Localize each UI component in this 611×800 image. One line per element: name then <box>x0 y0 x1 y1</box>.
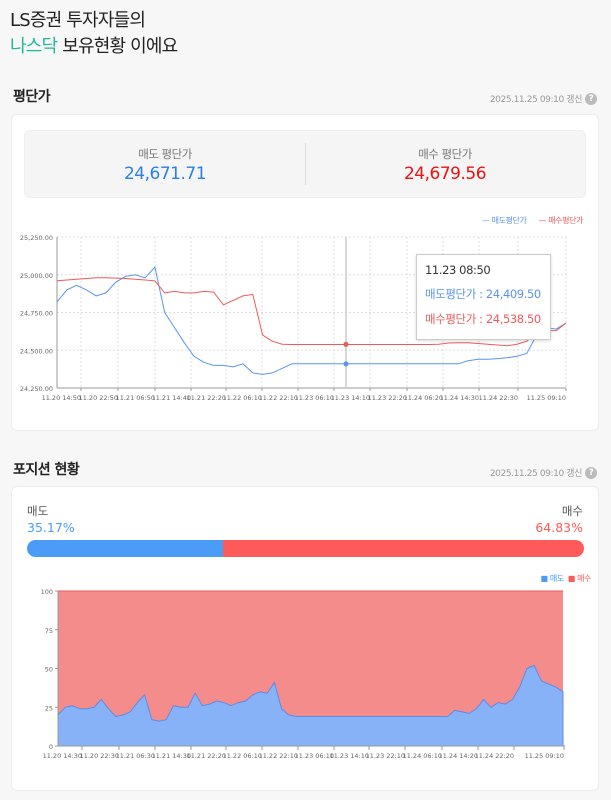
legend-buy[interactable]: ■ 매수 <box>567 574 592 583</box>
summary-divider <box>305 143 306 185</box>
x-tick-label: 11.23 14:10 <box>331 394 370 402</box>
x-tick-label: 11.23 06:10 <box>295 394 334 402</box>
legend-buy-label: 매수평단가 <box>548 216 583 225</box>
y-tick-label: 24,750.00 <box>20 310 53 318</box>
legend-sell-label: 매도 <box>549 574 564 583</box>
x-tick-label: 11.24 06:20 <box>404 394 443 402</box>
buy-avg-line <box>56 277 567 347</box>
section-title-position: 포지션 현황 <box>13 462 80 478</box>
question-circle-icon[interactable]: ? <box>585 92 597 105</box>
y-tick-label: 24,250.00 <box>20 385 53 393</box>
legend-buy-label: 매수 <box>577 574 591 583</box>
tooltip-buy: 매수평단가 : 24,538.50 <box>425 312 541 326</box>
x-tick-label: 11.20 22:50 <box>79 394 118 402</box>
x-tick-label: 11.22 06:10 <box>223 394 262 402</box>
x-tick-label: 11.20 14:50 <box>42 394 81 402</box>
x-tick-label: 11.21 06:50 <box>116 394 155 402</box>
sell-ratio-fill <box>27 540 223 557</box>
buy-ratio-fill <box>222 540 584 557</box>
x-tick-label: 11.24 22:30 <box>479 394 518 402</box>
legend-sell[interactable]: ■ 매도 <box>540 574 565 583</box>
highlight-point-sell <box>343 361 349 367</box>
x-tick-label: 11.22 22:10 <box>259 394 298 402</box>
position-card <box>11 486 599 791</box>
x-tick-label: 11.25 09:10 <box>527 394 566 402</box>
sell-avg-label: 매도 평단가 <box>138 147 192 161</box>
y-tick-label: 24,500.00 <box>20 347 53 355</box>
highlight-point-buy <box>343 341 349 347</box>
avg-updated: 2025.11.25 09:10 갱신? <box>490 92 597 105</box>
buy-avg-value: 24,679.56 <box>403 164 487 184</box>
title-rest: 보유현황 이에요 <box>57 36 178 57</box>
sell-label: 매도 <box>27 504 49 518</box>
page-title-line2: 나스닥 보유현황 이에요 <box>10 32 178 58</box>
question-circle-icon[interactable]: ? <box>585 466 597 479</box>
page-title-line1: LS증권 투자자들의 <box>10 10 146 31</box>
market-name: 나스닥 <box>10 36 58 57</box>
section-title-avg: 평단가 <box>13 89 51 105</box>
x-tick-label: 11.24 14:30 <box>440 394 479 402</box>
legend-buy[interactable]: — 매수평단가 <box>538 216 583 225</box>
y-tick-label: 25,250.00 <box>20 234 53 242</box>
y-tick-label: 25,000.00 <box>20 272 53 280</box>
x-tick-label: 11.21 14:40 <box>152 394 191 402</box>
buy-avg-label: 매수 평단가 <box>418 147 472 161</box>
sell-avg-value: 24,671.71 <box>123 164 207 184</box>
x-tick-label: 11.21 22:20 <box>187 394 226 402</box>
avg-chart-legend: — 매도평단가 — 매수평단가 <box>481 215 584 226</box>
tooltip-sell: 매도평단가 : 24,409.50 <box>425 287 541 301</box>
sell-pct: 35.17% <box>27 520 75 535</box>
position-chart-legend: ■ 매도 ■ 매수 <box>540 573 592 584</box>
updated-time: 2025.11.25 09:10 갱신 <box>489 469 583 479</box>
x-tick-label: 11.23 22:20 <box>368 394 407 402</box>
tooltip-time: 11.23 08:50 <box>425 263 491 277</box>
legend-sell[interactable]: — 매도평단가 <box>481 216 527 225</box>
position-updated: 2025.11.25 09:10 갱신? <box>490 466 597 479</box>
chart-tooltip: 11.23 08:50 매도평단가 : 24,409.50 매수평단가 : 24… <box>416 254 551 340</box>
sell-avg-line <box>56 266 567 375</box>
buy-label: 매수 <box>561 504 583 518</box>
legend-sell-label: 매도평단가 <box>491 216 527 225</box>
position-ratio-bar <box>27 540 584 557</box>
buy-pct: 64.83% <box>535 520 583 535</box>
updated-time: 2025.11.25 09:10 갱신 <box>489 95 583 105</box>
